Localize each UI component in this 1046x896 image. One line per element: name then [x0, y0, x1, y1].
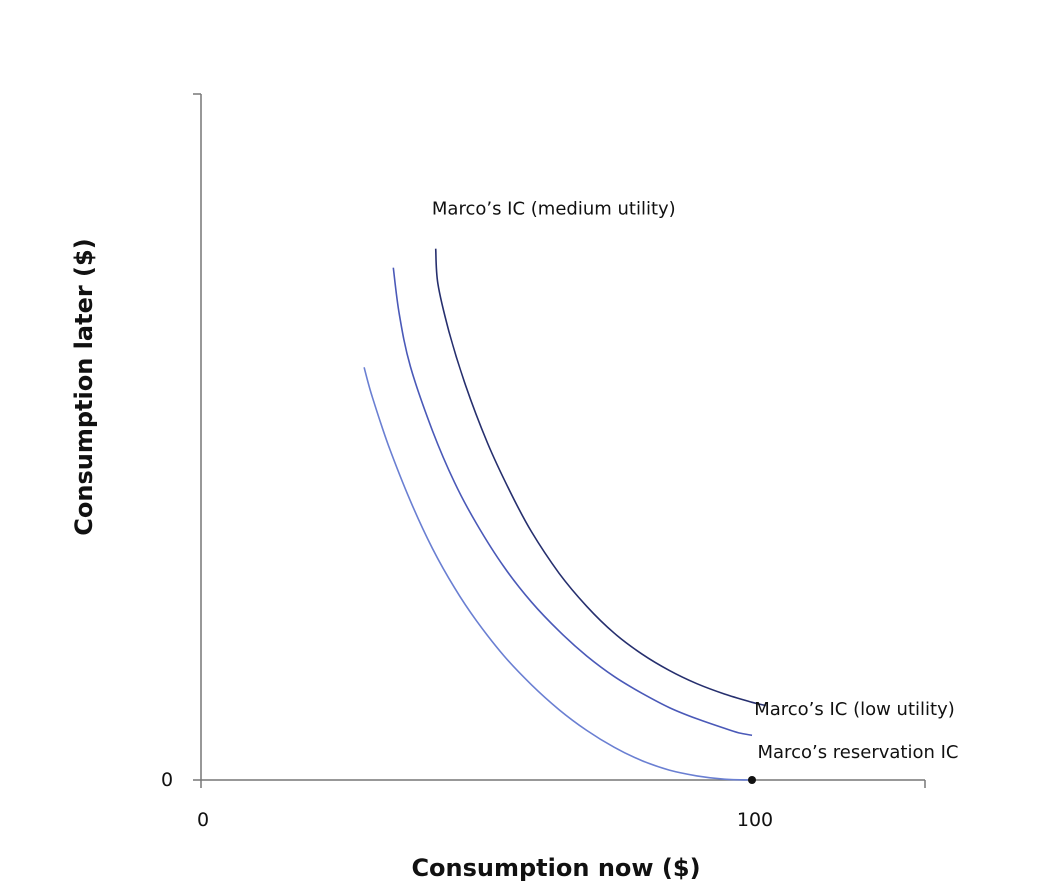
- medium-utility-ic-label: Marco’s IC (medium utility): [432, 198, 676, 219]
- reservation-point-marker: [748, 776, 756, 784]
- reservation-ic-label: Marco’s reservation IC: [758, 742, 959, 763]
- x-tick-label-100: 100: [737, 809, 773, 831]
- x-tick-label-0: 0: [197, 809, 209, 831]
- medium-utility-ic-curve: [434, 248, 767, 707]
- low-utility-ic-curve: [392, 267, 753, 737]
- y-tick-label-0: 0: [161, 769, 173, 791]
- reservation-ic-curve: [363, 367, 753, 781]
- low-utility-ic-label: Marco’s IC (low utility): [754, 699, 955, 720]
- y-axis-title: Consumption later ($): [70, 238, 98, 535]
- x-axis-title: Consumption now ($): [411, 854, 700, 882]
- curves-group: [363, 248, 767, 781]
